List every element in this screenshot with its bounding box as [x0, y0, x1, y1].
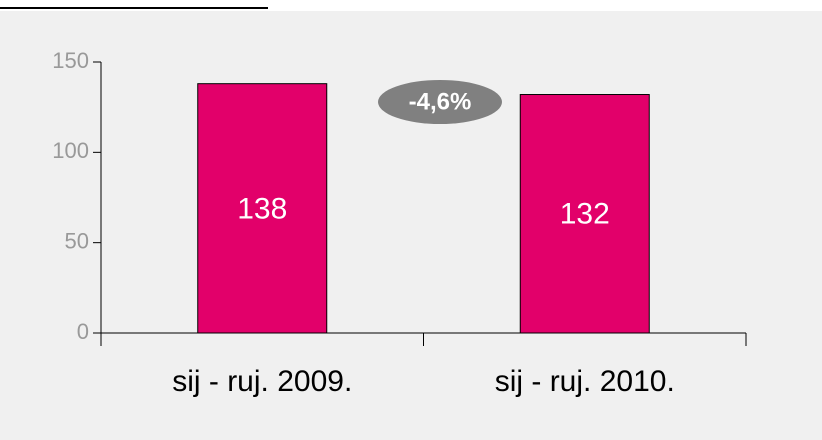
- y-tick-label: 0: [77, 319, 89, 344]
- value-label: 132: [560, 198, 610, 231]
- annotation: -4,6%: [409, 88, 472, 115]
- bar: [197, 83, 328, 334]
- bar: [519, 94, 650, 334]
- plot-background: [0, 11, 822, 440]
- value-label: 138: [237, 192, 287, 225]
- y-tick-label: 50: [65, 228, 89, 253]
- x-tick-label: sij - ruj. 2010.: [495, 365, 675, 398]
- y-tick-label: 100: [52, 138, 89, 163]
- x-tick-label: sij - ruj. 2009.: [172, 365, 352, 398]
- annotation-bubble: [378, 80, 502, 124]
- y-tick-label: 150: [52, 48, 89, 73]
